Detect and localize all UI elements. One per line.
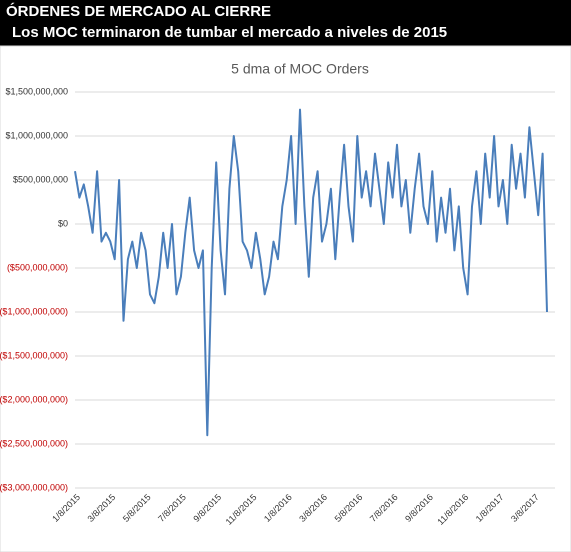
y-tick-label: ($1,500,000,000) (0, 350, 68, 360)
series-line (74, 108, 548, 437)
y-tick-label: ($2,000,000,000) (0, 394, 68, 404)
y-tick-label: $500,000,000 (13, 174, 68, 184)
y-tick-label: ($1,000,000,000) (0, 306, 68, 316)
y-tick-label: ($500,000,000) (7, 262, 68, 272)
header-title: ÓRDENES DE MERCADO AL CIERRE (6, 2, 271, 20)
header-band (0, 0, 571, 46)
chart-title: 5 dma of MOC Orders (231, 61, 369, 77)
header-subtitle: Los MOC terminaron de tumbar el mercado … (12, 24, 447, 41)
y-tick-label: $1,500,000,000 (5, 86, 68, 96)
y-tick-label: ($2,500,000,000) (0, 438, 68, 448)
chart-area (0, 45, 571, 552)
y-tick-label: ($3,000,000,000) (0, 482, 68, 492)
y-tick-label: $1,000,000,000 (5, 130, 68, 140)
y-tick-label: $0 (58, 218, 68, 228)
